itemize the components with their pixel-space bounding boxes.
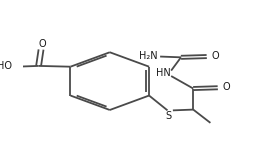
Text: HO: HO: [0, 61, 12, 71]
Text: O: O: [39, 39, 46, 49]
Text: S: S: [166, 111, 172, 121]
Text: O: O: [222, 82, 230, 92]
Text: H₂N: H₂N: [139, 51, 158, 61]
Text: O: O: [211, 51, 219, 61]
Text: HN: HN: [157, 68, 171, 78]
